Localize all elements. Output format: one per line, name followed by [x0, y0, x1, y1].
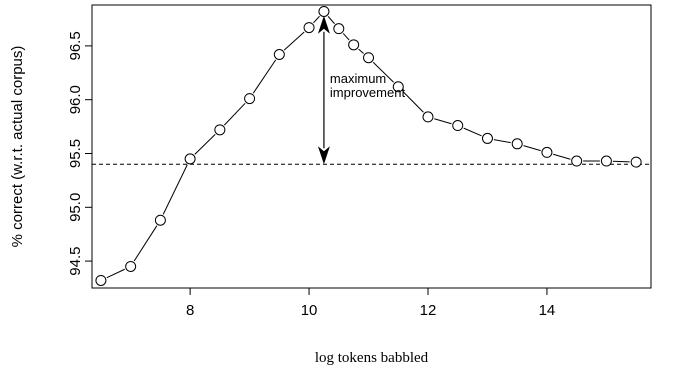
series-line-segment: [313, 15, 320, 24]
data-point: [452, 120, 464, 132]
series-layer: [95, 5, 642, 286]
series-line-segment: [342, 33, 350, 41]
series-line-segment: [358, 48, 364, 54]
data-point: [392, 81, 404, 93]
series-line-segment: [434, 118, 452, 125]
data-point: [184, 153, 196, 165]
series-line-segment: [252, 59, 277, 94]
data-point: [541, 146, 553, 158]
data-point: [95, 274, 107, 286]
series-line-segment: [133, 225, 158, 262]
annotation-text-line: improvement: [330, 85, 406, 100]
series-line-segment: [553, 153, 571, 160]
data-point: [154, 214, 166, 226]
series-line-segment: [283, 31, 305, 51]
series-line-segment: [523, 145, 541, 152]
data-point: [273, 48, 285, 60]
series-line-segment: [327, 16, 335, 25]
data-point: [363, 52, 375, 64]
y-tick-label: 96.5: [67, 31, 84, 60]
data-point: [318, 5, 330, 17]
y-tick-label: 95.0: [67, 193, 84, 222]
series-line-segment: [493, 139, 511, 144]
series-line-segment: [463, 127, 482, 137]
series-line-segment: [372, 61, 394, 83]
series-line-segment: [194, 134, 216, 155]
x-tick-label: 12: [420, 302, 437, 319]
y-tick-label: 95.5: [67, 139, 84, 168]
data-point: [125, 260, 137, 272]
data-point: [214, 124, 226, 136]
annotation-arrow-head-up: [317, 15, 330, 34]
x-tick-label: 8: [186, 302, 194, 319]
series-line-segment: [162, 164, 188, 215]
data-point: [333, 23, 345, 35]
series-line-segment: [106, 268, 125, 279]
data-point: [348, 39, 360, 51]
axes-layer: [85, 4, 652, 295]
y-tick-label: 94.5: [67, 246, 84, 275]
data-point: [630, 156, 642, 168]
y-tick-label: 96.0: [67, 85, 84, 114]
plot-frame: [91, 4, 652, 289]
data-point: [244, 93, 256, 105]
series-line-segment: [612, 160, 630, 163]
annotation-arrow-head-down: [317, 146, 330, 165]
x-tick-label: 14: [539, 302, 556, 319]
data-point: [511, 138, 523, 150]
x-tick-label: 10: [301, 302, 318, 319]
data-point: [303, 22, 315, 34]
annotation-text-line: maximum: [330, 71, 386, 86]
series-line-segment: [402, 91, 424, 113]
data-point: [481, 132, 493, 144]
series-line-segment: [223, 102, 246, 126]
data-point: [422, 111, 434, 123]
data-point: [571, 155, 583, 167]
x-axis-label: log tokens babbled: [315, 350, 429, 366]
y-axis-label: % correct (w.r.t. actual corpus): [9, 46, 26, 248]
data-point: [600, 155, 612, 167]
labels-layer: 8 10 12 14 94.5 95.0 95.5 96.0 96.5 log tokens ba…: [9, 31, 555, 366]
